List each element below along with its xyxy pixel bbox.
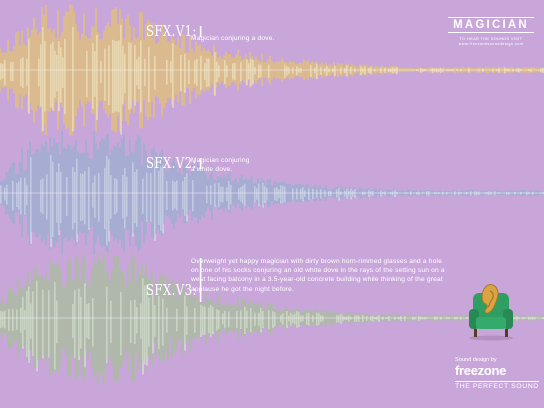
sfx-v2-description: Magician conjuring a white dove.: [191, 157, 250, 174]
sfx-v3-label: SFX.V3:: [146, 258, 202, 302]
tagline: THE PERFECT SOUND: [455, 381, 539, 390]
brand-subtitle: TO HEAR THE SOUNDS VISIT www.freezonesou…: [448, 37, 534, 47]
sfx-v3-description: Overweight yet happy magician with dirty…: [191, 258, 445, 293]
magician-title: MAGICIAN: [448, 17, 534, 33]
brand-website[interactable]: www.freezonesounddesign.com: [458, 42, 524, 47]
waveform-2: [0, 130, 544, 256]
freezone-logo: freezone: [455, 363, 507, 378]
sound-design-credit: Sound design by: [455, 357, 497, 363]
sfx-v1-description: Magician conjuring a dove.: [191, 35, 275, 42]
waveform-1: [0, 4, 544, 136]
sfx-v1-label: SFX.V1:: [146, 22, 202, 40]
sfx-v2-label: SFX.V2:: [146, 154, 202, 172]
armchair-with-ear-illustration: [469, 284, 513, 341]
brand-subtitle-line1: TO HEAR THE SOUNDS VISIT: [459, 37, 523, 41]
